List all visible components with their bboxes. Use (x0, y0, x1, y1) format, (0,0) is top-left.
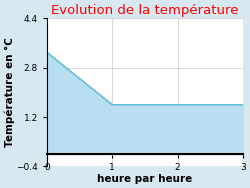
X-axis label: heure par heure: heure par heure (97, 174, 192, 183)
Title: Evolution de la température: Evolution de la température (51, 4, 239, 17)
Y-axis label: Température en °C: Température en °C (4, 37, 15, 147)
